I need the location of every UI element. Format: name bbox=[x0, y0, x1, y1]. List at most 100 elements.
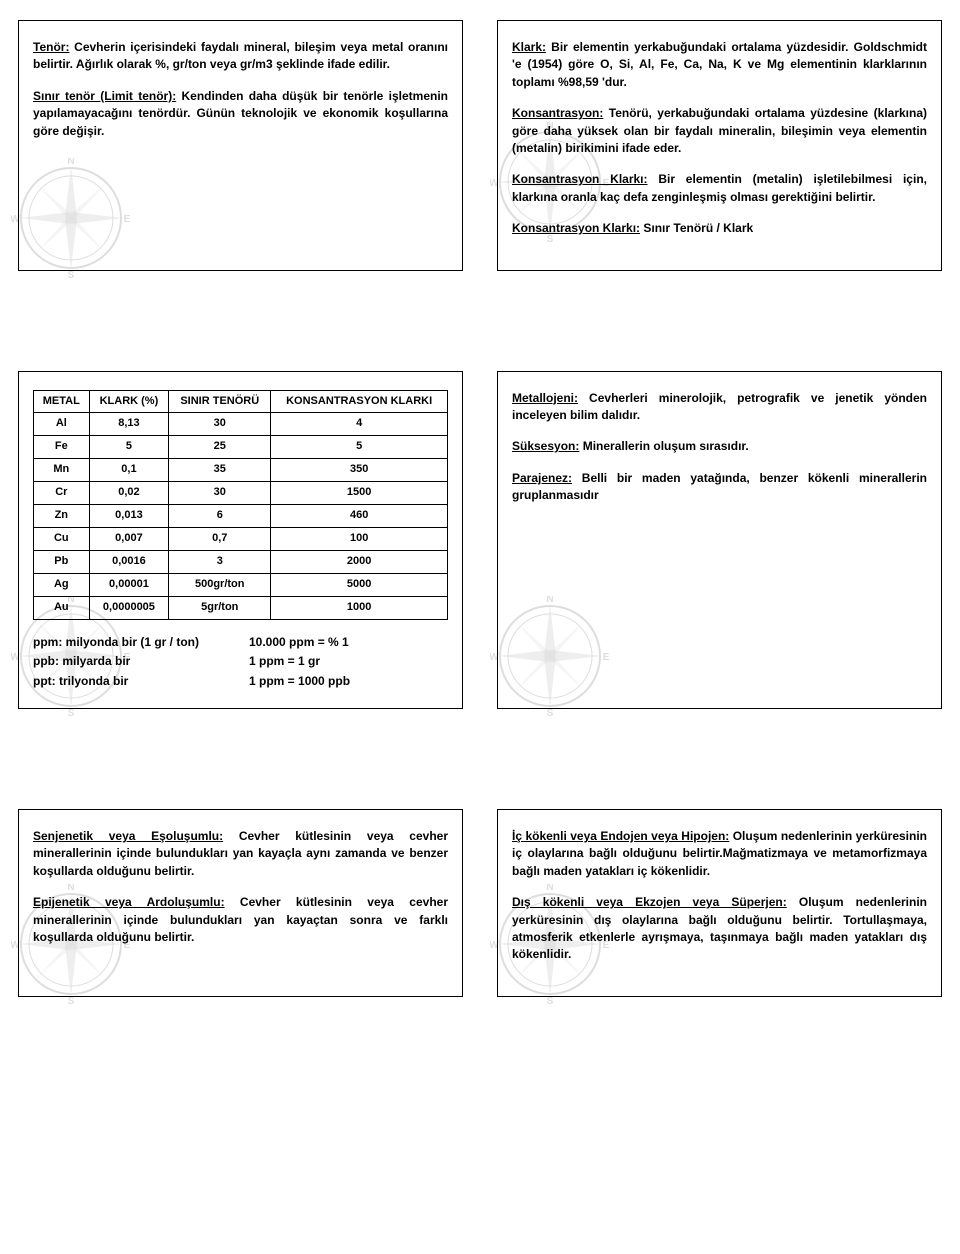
box-metallojeni: Metallojeni: Cevherleri minerolojik, pet… bbox=[497, 371, 942, 710]
table-cell: Fe bbox=[34, 436, 90, 459]
klark-p1: Klark: Bir elementin yerkabuğundaki orta… bbox=[512, 39, 927, 91]
metallojeni-p2-label: Süksesyon: bbox=[512, 439, 579, 453]
th-konsantrasyon: KONSANTRASYON KLARKI bbox=[271, 390, 448, 413]
table-cell: 0,7 bbox=[169, 528, 271, 551]
metallojeni-p3: Parajenez: Belli bir maden yatağında, be… bbox=[512, 470, 927, 505]
table-cell: 30 bbox=[169, 482, 271, 505]
conv-ppm: ppm: milyonda bir (1 gr / ton) bbox=[33, 634, 199, 651]
th-klark: KLARK (%) bbox=[89, 390, 169, 413]
table-cell: 350 bbox=[271, 459, 448, 482]
senjenetik-p1: Senjenetik veya Eşoluşumlu: Cevher kütle… bbox=[33, 828, 448, 880]
table-cell: 1000 bbox=[271, 596, 448, 619]
table-cell: 5000 bbox=[271, 574, 448, 597]
klark-p1-label: Klark: bbox=[512, 40, 546, 54]
th-metal: METAL bbox=[34, 390, 90, 413]
compass-icon bbox=[11, 158, 131, 278]
klark-p3-label: Konsantrasyon Klarkı: bbox=[512, 172, 648, 186]
box-klark: Klark: Bir elementin yerkabuğundaki orta… bbox=[497, 20, 942, 271]
table-cell: 35 bbox=[169, 459, 271, 482]
table-cell: Mn bbox=[34, 459, 90, 482]
table-cell: 0,02 bbox=[89, 482, 169, 505]
table-row: Cr0,02301500 bbox=[34, 482, 448, 505]
table-cell: 100 bbox=[271, 528, 448, 551]
table-row: Au0,00000055gr/ton1000 bbox=[34, 596, 448, 619]
table-cell: 0,00001 bbox=[89, 574, 169, 597]
klark-p1-text: Bir elementin yerkabuğundaki ortalama yü… bbox=[512, 40, 927, 89]
table-cell: 1500 bbox=[271, 482, 448, 505]
conversions: ppm: milyonda bir (1 gr / ton) ppb: mily… bbox=[33, 634, 448, 690]
table-cell: 30 bbox=[169, 413, 271, 436]
senjenetik-p2-label: Epijenetik veya Ardoluşumlu: bbox=[33, 895, 225, 909]
table-cell: Zn bbox=[34, 505, 90, 528]
table-cell: 4 bbox=[271, 413, 448, 436]
table-row: Fe5255 bbox=[34, 436, 448, 459]
senjenetik-p1-label: Senjenetik veya Eşoluşumlu: bbox=[33, 829, 223, 843]
metallojeni-p2-text: Minerallerin oluşum sırasıdır. bbox=[579, 439, 748, 453]
table-cell: 5 bbox=[89, 436, 169, 459]
table-cell: 500gr/ton bbox=[169, 574, 271, 597]
metallojeni-p1-label: Metallojeni: bbox=[512, 391, 578, 405]
table-cell: 2000 bbox=[271, 551, 448, 574]
box-tenor: Tenör: Cevherin içerisindeki faydalı min… bbox=[18, 20, 463, 271]
table-cell: 25 bbox=[169, 436, 271, 459]
table-cell: 0,013 bbox=[89, 505, 169, 528]
kokenli-p2: Dış kökenli veya Ekzojen veya Süperjen: … bbox=[512, 894, 927, 964]
table-cell: 5gr/ton bbox=[169, 596, 271, 619]
metal-table: METAL KLARK (%) SINIR TENÖRÜ KONSANTRASY… bbox=[33, 390, 448, 620]
tenor-p1: Tenör: Cevherin içerisindeki faydalı min… bbox=[33, 39, 448, 74]
kokenli-p1: İç kökenli veya Endojen veya Hipojen: Ol… bbox=[512, 828, 927, 880]
metallojeni-p1: Metallojeni: Cevherleri minerolojik, pet… bbox=[512, 390, 927, 425]
box-kokenli: İç kökenli veya Endojen veya Hipojen: Ol… bbox=[497, 809, 942, 997]
conv-1ppm-gr: 1 ppm = 1 gr bbox=[249, 653, 350, 670]
table-row: Ag0,00001500gr/ton5000 bbox=[34, 574, 448, 597]
conv-10000: 10.000 ppm = % 1 bbox=[249, 634, 350, 651]
table-cell: 0,0000005 bbox=[89, 596, 169, 619]
metallojeni-p3-label: Parajenez: bbox=[512, 471, 572, 485]
kokenli-p2-label: Dış kökenli veya Ekzojen veya Süperjen: bbox=[512, 895, 787, 909]
table-cell: Pb bbox=[34, 551, 90, 574]
klark-p4: Konsantrasyon Klarkı: Sınır Tenörü / Kla… bbox=[512, 220, 927, 237]
table-row: Zn0,0136460 bbox=[34, 505, 448, 528]
table-row: Pb0,001632000 bbox=[34, 551, 448, 574]
table-cell: Al bbox=[34, 413, 90, 436]
table-cell: 6 bbox=[169, 505, 271, 528]
table-cell: Cr bbox=[34, 482, 90, 505]
klark-p4-label: Konsantrasyon Klarkı: bbox=[512, 221, 640, 235]
table-cell: 8,13 bbox=[89, 413, 169, 436]
tenor-p1-label: Tenör: bbox=[33, 40, 69, 54]
box-table: METAL KLARK (%) SINIR TENÖRÜ KONSANTRASY… bbox=[18, 371, 463, 710]
conv-left: ppm: milyonda bir (1 gr / ton) ppb: mily… bbox=[33, 634, 199, 690]
senjenetik-p2: Epijenetik veya Ardoluşumlu: Cevher kütl… bbox=[33, 894, 448, 946]
table-cell: 0,1 bbox=[89, 459, 169, 482]
row-1: Tenör: Cevherin içerisindeki faydalı min… bbox=[18, 20, 942, 271]
klark-p2: Konsantrasyon: Tenörü, yerkabuğundaki or… bbox=[512, 105, 927, 157]
table-header-row: METAL KLARK (%) SINIR TENÖRÜ KONSANTRASY… bbox=[34, 390, 448, 413]
klark-p2-label: Konsantrasyon: bbox=[512, 106, 603, 120]
box-senjenetik: Senjenetik veya Eşoluşumlu: Cevher kütle… bbox=[18, 809, 463, 997]
table-row: Al8,13304 bbox=[34, 413, 448, 436]
table-row: Mn0,135350 bbox=[34, 459, 448, 482]
klark-p4-text: Sınır Tenörü / Klark bbox=[640, 221, 753, 235]
compass-icon bbox=[490, 596, 610, 716]
table-cell: Au bbox=[34, 596, 90, 619]
table-cell: 3 bbox=[169, 551, 271, 574]
row-2: METAL KLARK (%) SINIR TENÖRÜ KONSANTRASY… bbox=[18, 371, 942, 710]
tenor-p2-label: Sınır tenör (Limit tenör): bbox=[33, 89, 176, 103]
kokenli-p1-label: İç kökenli veya Endojen veya Hipojen: bbox=[512, 829, 729, 843]
table-cell: 460 bbox=[271, 505, 448, 528]
row-3: Senjenetik veya Eşoluşumlu: Cevher kütle… bbox=[18, 809, 942, 997]
metallojeni-p3-text: Belli bir maden yatağında, benzer kökenl… bbox=[512, 471, 927, 502]
tenor-p2: Sınır tenör (Limit tenör): Kendinden dah… bbox=[33, 88, 448, 140]
table-cell: 0,0016 bbox=[89, 551, 169, 574]
table-cell: 5 bbox=[271, 436, 448, 459]
conv-1ppm-ppb: 1 ppm = 1000 ppb bbox=[249, 673, 350, 690]
table-cell: Ag bbox=[34, 574, 90, 597]
table-cell: Cu bbox=[34, 528, 90, 551]
conv-ppb: ppb: milyarda bir bbox=[33, 653, 199, 670]
conv-ppt: ppt: trilyonda bir bbox=[33, 673, 199, 690]
metallojeni-p2: Süksesyon: Minerallerin oluşum sırasıdır… bbox=[512, 438, 927, 455]
tenor-p1-text: Cevherin içerisindeki faydalı mineral, b… bbox=[33, 40, 448, 71]
conv-right: 10.000 ppm = % 1 1 ppm = 1 gr 1 ppm = 10… bbox=[249, 634, 350, 690]
th-sinir: SINIR TENÖRÜ bbox=[169, 390, 271, 413]
table-cell: 0,007 bbox=[89, 528, 169, 551]
